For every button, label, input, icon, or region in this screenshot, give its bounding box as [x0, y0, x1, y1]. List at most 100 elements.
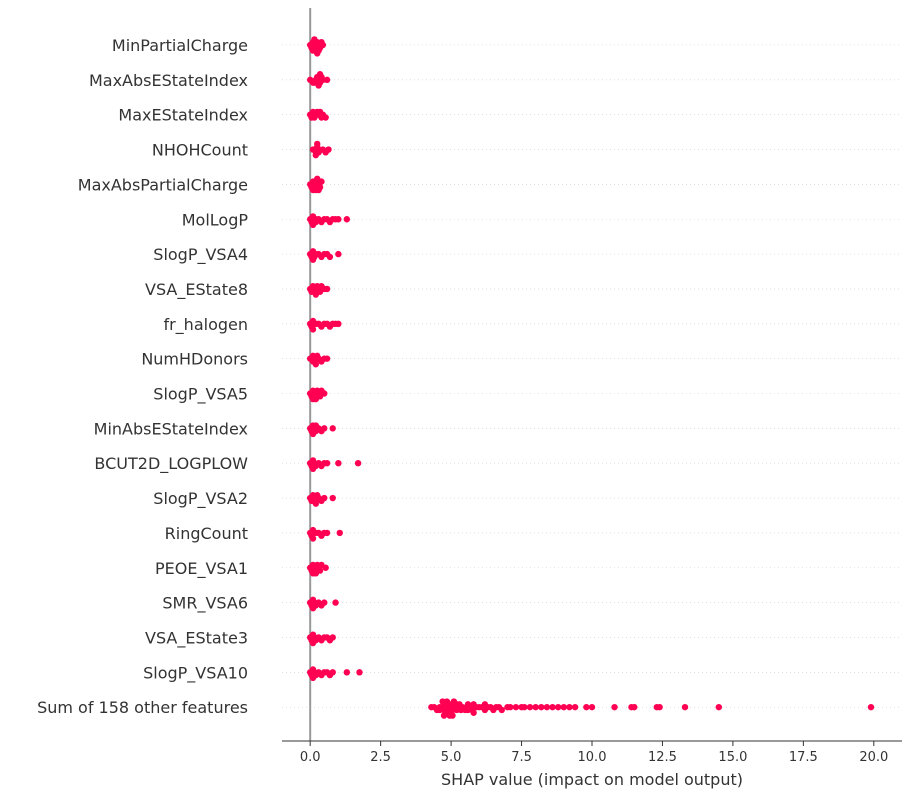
data-point	[436, 706, 444, 714]
data-point	[309, 465, 317, 472]
data-point	[329, 494, 336, 502]
data-point	[319, 41, 327, 49]
data-point	[335, 460, 342, 467]
data-point	[323, 285, 331, 293]
data-point	[316, 108, 324, 116]
data-point	[314, 175, 321, 182]
x-tick-label: 12.5	[648, 750, 677, 765]
data-point	[323, 529, 331, 537]
data-point	[521, 703, 528, 711]
data-point	[311, 253, 318, 261]
data-point	[321, 599, 328, 606]
data-point	[309, 535, 317, 542]
feature-label: VSA_EState8	[145, 280, 248, 300]
feature-label: NHOHCount	[152, 141, 248, 160]
data-point	[312, 291, 320, 298]
feature-label: MolLogP	[182, 210, 249, 229]
data-point	[325, 146, 332, 153]
feature-label: MinAbsEStateIndex	[94, 419, 248, 438]
data-point	[309, 352, 317, 360]
data-point	[309, 430, 317, 438]
data-point	[315, 186, 322, 194]
x-tick-label: 2.5	[370, 750, 391, 765]
data-point	[456, 701, 463, 708]
data-point	[532, 703, 539, 711]
data-point	[312, 570, 320, 577]
data-point	[329, 669, 336, 676]
data-point	[316, 71, 324, 78]
x-tick-label: 15.0	[718, 750, 747, 765]
data-point	[321, 390, 328, 397]
feature-label: MaxAbsEStateIndex	[89, 71, 248, 90]
data-point	[312, 422, 320, 429]
x-tick-label: 5.0	[441, 750, 462, 765]
data-point	[470, 709, 477, 716]
data-point	[335, 320, 342, 327]
data-point	[588, 703, 596, 711]
data-point	[329, 634, 336, 641]
feature-label: SlogP_VSA4	[153, 245, 248, 265]
data-point	[443, 698, 451, 705]
grid-lines	[282, 44, 902, 708]
data-point	[354, 460, 362, 467]
data-point	[335, 250, 342, 258]
data-point	[526, 703, 534, 711]
x-tick-label: 0.0	[300, 750, 321, 765]
data-point	[312, 218, 320, 226]
x-tick-label: 17.5	[789, 750, 818, 765]
feature-labels: MinPartialCharge MaxAbsEStateIndex MaxESta…	[37, 36, 248, 717]
data-point	[335, 216, 342, 223]
data-point	[656, 703, 663, 711]
feature-label: VSA_EState3	[145, 628, 248, 648]
feature-label: PEOE_VSA1	[155, 559, 248, 579]
data-point	[312, 395, 320, 403]
data-point	[507, 703, 514, 711]
data-point	[356, 669, 363, 676]
data-point	[583, 703, 590, 711]
data-point	[323, 76, 331, 84]
data-point	[312, 361, 320, 368]
feature-label: RingCount	[165, 524, 248, 543]
data-point	[311, 36, 318, 43]
data-point	[554, 703, 562, 711]
x-tick-label: 10.0	[578, 750, 607, 765]
x-axis-title: SHAP value (impact on model output)	[441, 770, 743, 789]
x-axis-ticks: 0.0 2.5 5.0 7.5 10.0 12.5 15.0 17.5 20.0	[300, 741, 888, 765]
feature-label: BCUT2D_LOGPLOW	[94, 454, 248, 474]
data-point	[326, 253, 334, 261]
data-point	[329, 425, 336, 432]
feature-label: fr_halogen	[163, 315, 248, 335]
x-tick-label: 7.5	[511, 750, 532, 765]
x-tick-label: 20.0	[859, 750, 888, 765]
data-point	[323, 355, 331, 362]
data-point	[566, 703, 573, 711]
data-point	[343, 669, 351, 676]
data-point	[571, 703, 579, 711]
data-point	[560, 703, 568, 711]
data-point	[449, 712, 456, 719]
data-point	[315, 149, 322, 156]
data-point	[343, 216, 351, 223]
data-point	[440, 712, 448, 719]
data-point	[549, 703, 556, 711]
feature-label: MaxEStateIndex	[118, 106, 248, 125]
data-point	[315, 82, 322, 89]
data-point	[867, 703, 875, 711]
data-point	[323, 460, 331, 467]
feature-label: SlogP_VSA10	[143, 663, 248, 683]
data-point	[309, 605, 317, 612]
data-point	[309, 326, 317, 333]
data-point	[715, 703, 723, 711]
feature-label: SlogP_VSA5	[153, 385, 248, 405]
data-point	[311, 114, 318, 121]
data-point	[309, 674, 317, 682]
data-point	[314, 140, 321, 148]
data-point	[631, 703, 638, 711]
data-point	[309, 639, 317, 647]
feature-label: SlogP_VSA2	[153, 489, 248, 509]
data-point	[498, 706, 506, 714]
data-point	[481, 701, 489, 708]
feature-label: Sum of 158 other features	[37, 698, 248, 717]
